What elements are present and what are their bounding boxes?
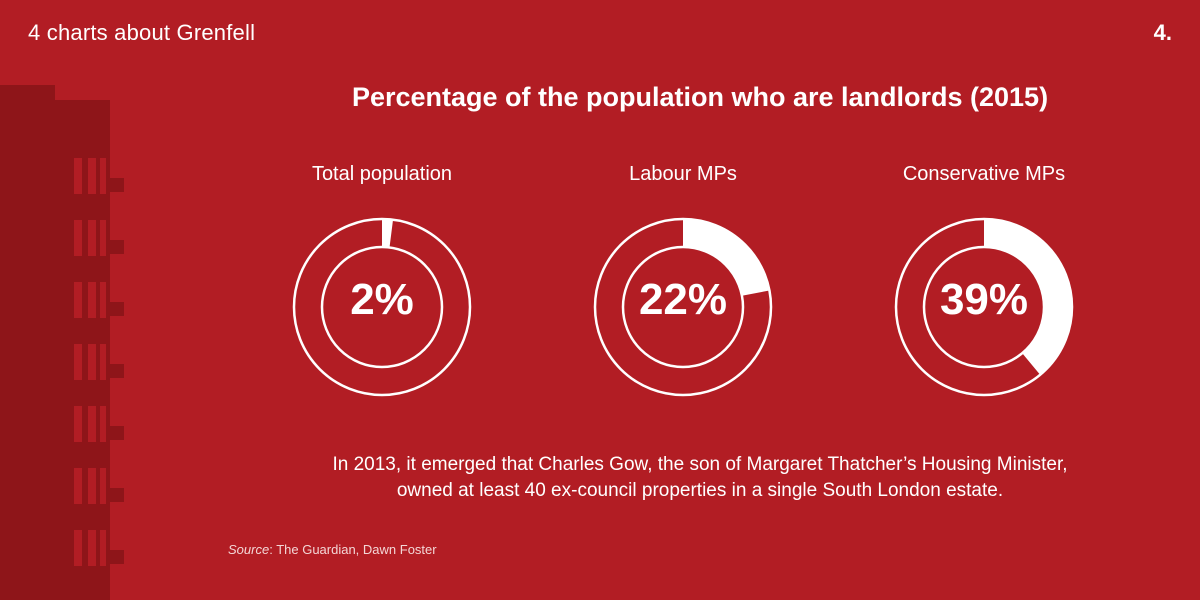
source-text: : The Guardian, Dawn Foster — [269, 542, 437, 557]
tower-balcony — [110, 550, 124, 564]
tower-window — [100, 468, 106, 504]
tower-window — [100, 530, 106, 566]
donut-segment-conservative-mps — [983, 219, 1072, 375]
tower-balcony — [110, 240, 124, 254]
tower-window — [74, 468, 82, 504]
donut-label-total-population: Total population — [311, 163, 453, 185]
donut-label-labour-mps: Labour MPs — [629, 163, 737, 185]
donut-value-conservative-mps: 39% — [939, 275, 1029, 324]
tower-balcony — [110, 426, 124, 440]
donut-segment-total-population — [381, 219, 394, 248]
source-credit: Source: The Guardian, Dawn Foster — [228, 542, 437, 557]
source-label: Source — [228, 542, 270, 557]
tower-window — [74, 282, 82, 318]
tower-balcony — [110, 488, 124, 502]
tower-window — [100, 220, 106, 256]
tower-window — [74, 530, 82, 566]
tower-window — [88, 220, 96, 256]
tower-window — [100, 344, 106, 380]
tower-balcony — [110, 302, 124, 316]
page-number: 4. — [1153, 20, 1172, 45]
footnote-line-1: In 2013, it emerged that Charles Gow, th… — [332, 454, 1068, 475]
footnote: In 2013, it emerged that Charles Gow, th… — [250, 452, 1150, 504]
tower-window — [88, 344, 96, 380]
tower-window — [100, 406, 106, 442]
tower-window — [88, 158, 96, 194]
tower-block-silhouette — [0, 85, 124, 600]
tower-window — [88, 530, 96, 566]
tower-window — [74, 220, 82, 256]
tower-balcony — [110, 178, 124, 192]
donut-value-labour-mps: 22% — [638, 275, 728, 324]
tower-balcony — [110, 364, 124, 378]
donut-value-total-population: 2% — [350, 275, 414, 324]
tower-window — [88, 468, 96, 504]
chart-title: Percentage of the population who are lan… — [351, 82, 1049, 112]
tower-window — [88, 406, 96, 442]
tower-window — [100, 158, 106, 194]
donut-segment-labour-mps — [682, 219, 770, 297]
tower-window — [88, 282, 96, 318]
tower-window — [74, 344, 82, 380]
header-title: 4 charts about Grenfell — [28, 20, 256, 45]
tower-window — [74, 406, 82, 442]
donut-label-conservative-mps: Conservative MPs — [902, 163, 1066, 185]
footnote-line-2: owned at least 40 ex-council properties … — [396, 480, 1004, 501]
tower-window — [100, 282, 106, 318]
tower-window — [74, 158, 82, 194]
